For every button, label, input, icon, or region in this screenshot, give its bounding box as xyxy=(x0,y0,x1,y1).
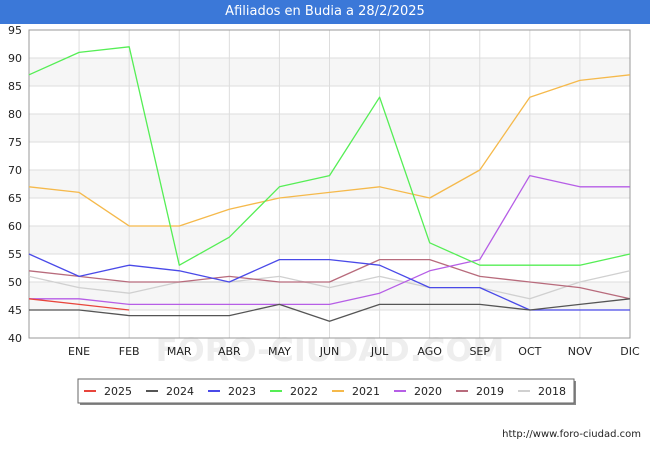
legend-label-2023: 2023 xyxy=(228,385,256,398)
y-tick-label: 75 xyxy=(8,136,22,149)
series-line-2024 xyxy=(29,298,631,322)
plot-border xyxy=(28,29,631,339)
x-tick-label: MAY xyxy=(268,345,291,358)
y-tick-label: 65 xyxy=(8,192,22,205)
x-tick-label: NOV xyxy=(568,345,593,358)
x-tick-label: AGO xyxy=(417,345,442,358)
x-tick-label: JUL xyxy=(370,345,389,358)
line-chart: FORO-CIUDAD.COM 404550556065707580859095… xyxy=(8,24,640,405)
series-line-2018 xyxy=(28,270,631,300)
x-tick-label: ENE xyxy=(68,345,90,358)
x-tick-label: SEP xyxy=(469,345,490,358)
legend-label-2025: 2025 xyxy=(104,385,132,398)
legend-label-2020: 2020 xyxy=(414,385,442,398)
legend-box xyxy=(77,378,575,404)
x-tick-label: FEB xyxy=(119,345,140,358)
source-url[interactable]: http://www.foro-ciudad.com xyxy=(502,429,641,440)
y-tick-label: 90 xyxy=(8,52,22,65)
y-tick-label: 95 xyxy=(8,24,22,37)
series-line-2020 xyxy=(29,174,630,306)
y-tick-label: 55 xyxy=(8,248,22,261)
legend-label-2019: 2019 xyxy=(476,385,504,398)
legend-label-2024: 2024 xyxy=(166,385,194,398)
x-tick-label: MAR xyxy=(167,345,192,358)
legend-label-2022: 2022 xyxy=(290,385,318,398)
y-tick-label: 70 xyxy=(8,164,22,177)
x-tick-label: JUN xyxy=(319,345,340,358)
series-line-2019 xyxy=(28,258,631,300)
x-tick-label: ABR xyxy=(218,345,241,358)
x-tick-label: DIC xyxy=(620,345,640,358)
x-tick-label: OCT xyxy=(518,345,541,358)
chart-title: Afiliados en Budia a 28/2/2025 xyxy=(0,0,650,24)
y-axis-ticks: 40 45 50 55 60 65 70 75 80 85 90 95 xyxy=(8,24,22,345)
y-tick-label: 50 xyxy=(8,276,22,289)
legend-label-2021: 2021 xyxy=(352,385,380,398)
series-line-2025 xyxy=(28,298,130,311)
series-line-2022 xyxy=(28,46,631,266)
y-tick-label: 80 xyxy=(8,108,22,121)
series-layer xyxy=(28,46,631,322)
legend: 2025 2024 2023 2022 2021 2020 2019 2018 xyxy=(77,378,576,405)
legend-label-2018: 2018 xyxy=(538,385,566,398)
y-tick-label: 60 xyxy=(8,220,22,233)
y-tick-label: 40 xyxy=(8,332,22,345)
y-tick-label: 85 xyxy=(8,80,22,93)
x-axis-ticks: ENE FEB MAR ABR MAY JUN JUL AGO SEP OCT NOV DIC xyxy=(68,345,640,358)
y-tick-label: 45 xyxy=(8,304,22,317)
series-line-2021 xyxy=(28,74,631,227)
